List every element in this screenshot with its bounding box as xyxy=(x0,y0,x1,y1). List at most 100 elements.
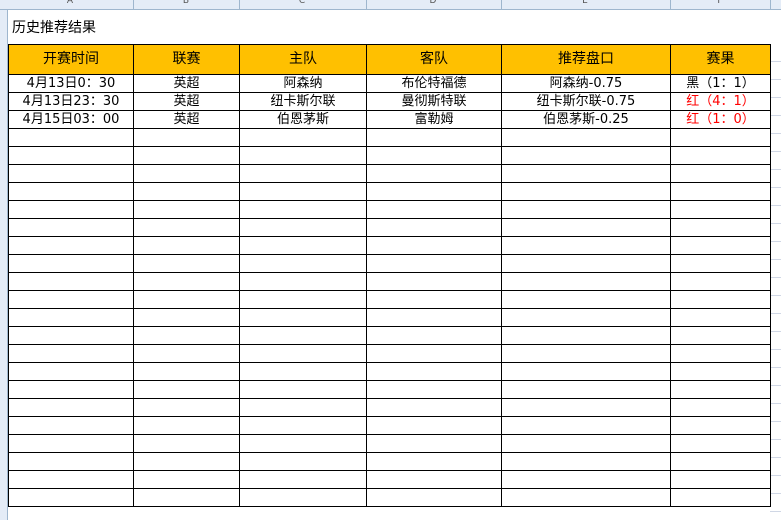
empty-cell[interactable] xyxy=(8,398,134,417)
empty-cell[interactable] xyxy=(8,380,134,399)
empty-cell[interactable] xyxy=(501,344,671,363)
empty-cell[interactable] xyxy=(8,164,134,183)
empty-cell[interactable] xyxy=(670,236,771,255)
empty-cell[interactable] xyxy=(366,308,502,327)
cell[interactable]: 英超 xyxy=(133,92,240,111)
empty-cell[interactable] xyxy=(239,416,367,435)
col-d[interactable]: D xyxy=(429,0,437,6)
empty-cell[interactable] xyxy=(670,290,771,309)
empty-cell[interactable] xyxy=(133,128,240,147)
empty-cell[interactable] xyxy=(501,164,671,183)
empty-cell[interactable] xyxy=(133,470,240,489)
cell[interactable]: 4月13日0：30 xyxy=(8,74,134,93)
empty-cell[interactable] xyxy=(670,398,771,417)
empty-cell[interactable] xyxy=(133,362,240,381)
empty-cell[interactable] xyxy=(501,380,671,399)
empty-cell[interactable] xyxy=(133,146,240,165)
empty-cell[interactable] xyxy=(239,218,367,237)
empty-cell[interactable] xyxy=(239,128,367,147)
empty-cell[interactable] xyxy=(133,380,240,399)
empty-cell[interactable] xyxy=(670,434,771,453)
empty-cell[interactable] xyxy=(8,200,134,219)
empty-cell[interactable] xyxy=(366,164,502,183)
col-f[interactable]: F xyxy=(717,0,723,6)
empty-cell[interactable] xyxy=(133,308,240,327)
empty-cell[interactable] xyxy=(133,398,240,417)
col-e[interactable]: E xyxy=(582,0,588,6)
empty-cell[interactable] xyxy=(239,254,367,273)
empty-cell[interactable] xyxy=(501,470,671,489)
empty-cell[interactable] xyxy=(366,128,502,147)
empty-cell[interactable] xyxy=(8,182,134,201)
empty-cell[interactable] xyxy=(501,254,671,273)
empty-cell[interactable] xyxy=(670,344,771,363)
empty-cell[interactable] xyxy=(670,182,771,201)
empty-cell[interactable] xyxy=(8,362,134,381)
empty-cell[interactable] xyxy=(8,254,134,273)
empty-cell[interactable] xyxy=(366,218,502,237)
empty-cell[interactable] xyxy=(366,146,502,165)
cell[interactable]: 阿森纳-0.75 xyxy=(501,74,671,93)
empty-cell[interactable] xyxy=(501,236,671,255)
empty-cell[interactable] xyxy=(239,488,367,507)
cell[interactable]: 4月15日03：00 xyxy=(8,110,134,129)
empty-cell[interactable] xyxy=(239,290,367,309)
empty-cell[interactable] xyxy=(239,272,367,291)
empty-cell[interactable] xyxy=(670,128,771,147)
empty-cell[interactable] xyxy=(670,254,771,273)
empty-cell[interactable] xyxy=(239,146,367,165)
empty-cell[interactable] xyxy=(670,218,771,237)
cell[interactable]: 曼彻斯特联 xyxy=(366,92,502,111)
empty-cell[interactable] xyxy=(133,272,240,291)
empty-cell[interactable] xyxy=(501,326,671,345)
empty-cell[interactable] xyxy=(239,452,367,471)
cell[interactable]: 英超 xyxy=(133,74,240,93)
cell[interactable]: 伯恩茅斯-0.25 xyxy=(501,110,671,129)
empty-cell[interactable] xyxy=(8,272,134,291)
empty-cell[interactable] xyxy=(366,326,502,345)
cell[interactable]: 纽卡斯尔联-0.75 xyxy=(501,92,671,111)
cell[interactable]: 阿森纳 xyxy=(239,74,367,93)
empty-cell[interactable] xyxy=(670,470,771,489)
empty-cell[interactable] xyxy=(501,290,671,309)
empty-cell[interactable] xyxy=(239,434,367,453)
empty-cell[interactable] xyxy=(501,128,671,147)
empty-cell[interactable] xyxy=(133,416,240,435)
empty-cell[interactable] xyxy=(133,290,240,309)
empty-cell[interactable] xyxy=(8,344,134,363)
empty-cell[interactable] xyxy=(366,200,502,219)
empty-cell[interactable] xyxy=(239,470,367,489)
empty-cell[interactable] xyxy=(501,218,671,237)
empty-cell[interactable] xyxy=(670,362,771,381)
cell[interactable]: 纽卡斯尔联 xyxy=(239,92,367,111)
cell[interactable]: 4月13日23：30 xyxy=(8,92,134,111)
empty-cell[interactable] xyxy=(8,326,134,345)
empty-cell[interactable] xyxy=(366,398,502,417)
empty-cell[interactable] xyxy=(366,416,502,435)
empty-cell[interactable] xyxy=(670,416,771,435)
cell[interactable]: 富勒姆 xyxy=(366,110,502,129)
empty-cell[interactable] xyxy=(8,434,134,453)
empty-cell[interactable] xyxy=(133,434,240,453)
empty-cell[interactable] xyxy=(133,326,240,345)
empty-cell[interactable] xyxy=(8,290,134,309)
empty-cell[interactable] xyxy=(239,182,367,201)
empty-cell[interactable] xyxy=(501,146,671,165)
cell[interactable]: 布伦特福德 xyxy=(366,74,502,93)
empty-cell[interactable] xyxy=(670,272,771,291)
empty-cell[interactable] xyxy=(366,236,502,255)
empty-cell[interactable] xyxy=(8,128,134,147)
cell[interactable]: 英超 xyxy=(133,110,240,129)
empty-cell[interactable] xyxy=(501,416,671,435)
empty-cell[interactable] xyxy=(670,308,771,327)
empty-cell[interactable] xyxy=(366,380,502,399)
empty-cell[interactable] xyxy=(239,362,367,381)
empty-cell[interactable] xyxy=(133,254,240,273)
header-cell[interactable]: 赛果 xyxy=(670,44,771,75)
empty-cell[interactable] xyxy=(366,488,502,507)
empty-cell[interactable] xyxy=(239,236,367,255)
empty-cell[interactable] xyxy=(239,200,367,219)
empty-cell[interactable] xyxy=(8,416,134,435)
empty-cell[interactable] xyxy=(239,398,367,417)
empty-cell[interactable] xyxy=(133,488,240,507)
